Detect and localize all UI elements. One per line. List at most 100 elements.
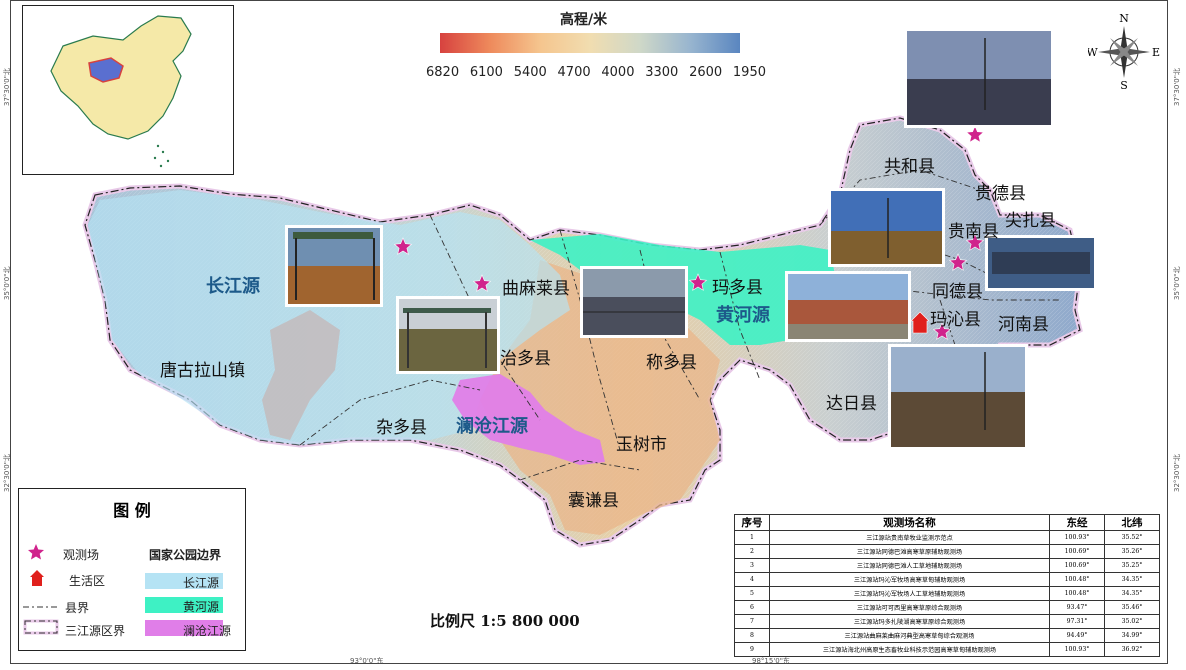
table-row: 7 三江源站玛多扎陵湖高寒草原综合观测场 97.31° 35.02°	[734, 614, 1160, 629]
row-name: 三江源站贵南草牧业监测示范点	[769, 530, 1050, 545]
label-huanghe-source: 黄河源	[716, 305, 770, 326]
label-chenduo: 称多县	[646, 353, 697, 373]
table-row: 5 三江源站玛沁军牧场人工草地辅助观测场 100.48° 34.35°	[734, 586, 1160, 601]
row-name: 三江源站玛多扎陵湖高寒草原综合观测场	[769, 614, 1050, 629]
site-star-4[interactable]	[932, 322, 952, 340]
table-row: 4 三江源站玛沁军牧场高寒草甸辅助观测场 100.48° 34.35°	[734, 572, 1160, 587]
photo-kekexili[interactable]	[285, 225, 383, 307]
row-lat: 34.99°	[1104, 628, 1160, 643]
compass-n: N	[1119, 12, 1129, 25]
row-lon: 100.48°	[1049, 586, 1105, 601]
row-lon: 93.47°	[1049, 600, 1105, 615]
elevation-tick: 4700	[557, 65, 591, 80]
site-star-7[interactable]	[688, 273, 708, 291]
row-name: 三江源站玛沁军牧场高寒草甸辅助观测场	[769, 572, 1050, 587]
table-row: 6 三江源站可可西里高寒草原综合观测场 93.47° 35.46°	[734, 600, 1160, 615]
living-area-icon[interactable]	[910, 311, 930, 334]
row-no: 3	[734, 558, 770, 573]
china-outline-svg	[50, 15, 192, 168]
row-lat: 35.26°	[1104, 544, 1160, 559]
tick-left-middle: 35°0'0"北	[3, 266, 11, 300]
site-star-6[interactable]	[393, 237, 413, 255]
tick-left-lower: 32°30'0"北	[3, 454, 11, 492]
elevation-ticks: 6820 6100 5400 4700 4000 3300 2600 1950	[426, 65, 766, 80]
label-tanggula: 唐古拉山镇	[160, 361, 245, 381]
park-lancang	[452, 374, 605, 465]
label-gonghe: 共和县	[884, 157, 935, 177]
site-star-9[interactable]	[965, 125, 985, 143]
table-row: 9 三江源站海北州高原生态畜牧业科技示范园高寒草甸辅助观测场 100.93° 36.9…	[734, 642, 1160, 657]
row-name: 三江源站海北州高原生态畜牧业科技示范园高寒草甸辅助观测场	[769, 642, 1050, 657]
elevation-tick: 3300	[645, 65, 679, 80]
table-row: 1 三江源站贵南草牧业监测示范点 100.93° 35.52°	[734, 530, 1160, 545]
legend-huanghe-label: 黄河源	[183, 600, 220, 614]
swatch-huanghe	[145, 597, 223, 613]
label-lancang-source: 澜沧江源	[456, 416, 528, 437]
label-tongde: 同德县	[932, 282, 983, 302]
row-no: 5	[734, 586, 770, 601]
legend-living-label: 生活区	[69, 574, 106, 588]
legend-county-label: 县界	[65, 601, 90, 615]
row-lat: 35.52°	[1104, 530, 1160, 545]
row-lon: 100.93°	[1049, 642, 1105, 657]
photo-guinan[interactable]	[828, 188, 945, 267]
label-henan: 河南县	[998, 315, 1049, 335]
photo-living-area[interactable]	[785, 271, 911, 342]
row-lat: 36.92°	[1104, 642, 1160, 657]
row-lon: 100.69°	[1049, 544, 1105, 559]
row-lon: 100.93°	[1049, 530, 1105, 545]
photo-maqin[interactable]	[888, 344, 1028, 450]
row-lon: 94.49°	[1049, 628, 1105, 643]
row-no: 9	[734, 642, 770, 657]
label-jianzha: 尖扎县	[1005, 211, 1056, 231]
table-row: 2 三江源站同德巴滩高寒草原辅助观测场 100.69° 35.26°	[734, 544, 1160, 559]
swatch-lancang	[145, 620, 223, 636]
scale-value: 1:5 800 000	[480, 612, 580, 630]
elevation-tick: 4000	[601, 65, 635, 80]
map-legend: 图 例 观测场 生活区 县界 三江源区界 国家公园边界 长江源 黄河源 澜沧江源	[18, 488, 246, 651]
label-maqin: 玛沁县	[930, 310, 981, 330]
row-no: 6	[734, 600, 770, 615]
site-star-8[interactable]	[472, 274, 492, 292]
park-changjiang	[88, 190, 570, 445]
row-name: 三江源站玛沁军牧场人工草地辅助观测场	[769, 586, 1050, 601]
row-lon: 100.69°	[1049, 558, 1105, 573]
region-boundary-icon	[23, 619, 59, 635]
tick-left-upper: 37°30'0"北	[3, 68, 11, 106]
legend-site-label: 观测场	[63, 548, 100, 562]
site-star-1[interactable]	[965, 233, 985, 251]
site-star-2[interactable]	[948, 253, 968, 271]
photo-haibei[interactable]	[904, 28, 1054, 128]
row-lon: 100.48°	[1049, 572, 1105, 587]
compass-w: W	[1088, 46, 1098, 59]
row-no: 1	[734, 530, 770, 545]
elevation-tick: 6100	[469, 65, 503, 80]
label-maduo: 玛多县	[712, 278, 763, 298]
tick-bottom-right: 98°15'0"东	[752, 657, 790, 665]
row-name: 三江源站同德巴滩高寒草原辅助观测场	[769, 544, 1050, 559]
photo-tongde-artificial[interactable]	[985, 235, 1097, 291]
map-scale: 比例尺 1:5 800 000	[430, 610, 580, 631]
elevation-tick: 1950	[732, 65, 766, 80]
label-qumalai: 曲麻莱县	[502, 279, 570, 299]
row-name: 三江源站曲麻莱曲麻河典型高寒草甸综合观测场	[769, 628, 1050, 643]
china-inset-map	[22, 5, 234, 175]
elevation-color-bar	[440, 33, 740, 53]
elevation-tick: 5400	[513, 65, 547, 80]
qinghai-highlight	[88, 57, 124, 83]
legend-region-label: 三江源区界	[65, 624, 126, 638]
row-lat: 34.35°	[1104, 572, 1160, 587]
col-lon: 东经	[1049, 514, 1105, 531]
tick-right-lower: 32°30'0"北	[1173, 454, 1181, 492]
row-no: 4	[734, 572, 770, 587]
photo-maduo[interactable]	[580, 266, 688, 338]
row-lat: 35.25°	[1104, 558, 1160, 573]
row-no: 7	[734, 614, 770, 629]
col-no: 序号	[734, 514, 770, 531]
row-name: 三江源站可可西里高寒草原综合观测场	[769, 600, 1050, 615]
legend-park-title: 国家公园边界	[149, 548, 222, 562]
legend-lancang-label: 澜沧江源	[183, 624, 232, 638]
label-dari: 达日县	[826, 394, 877, 414]
photo-qumalai[interactable]	[396, 296, 500, 374]
